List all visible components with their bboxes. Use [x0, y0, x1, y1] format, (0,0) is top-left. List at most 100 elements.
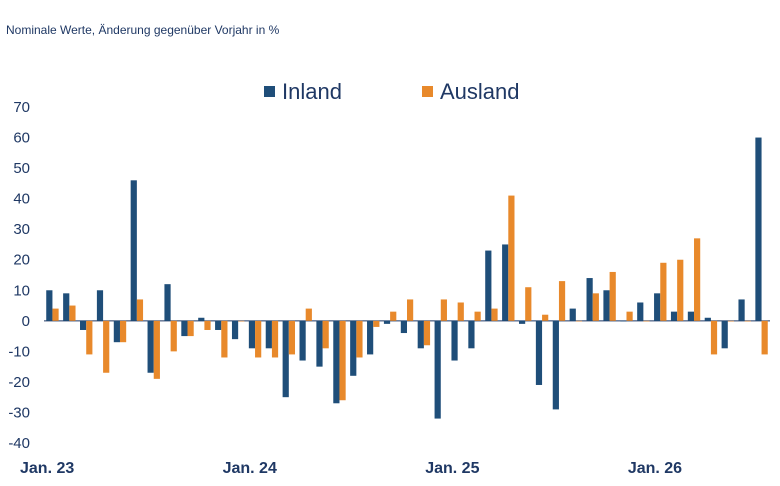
bar-ausland — [271, 320, 279, 358]
bar-inland — [654, 293, 661, 321]
bar-ausland — [423, 320, 431, 346]
bar-inland — [502, 244, 509, 321]
bar-ausland — [677, 259, 684, 321]
bar-inland — [552, 320, 559, 410]
bar-inland — [46, 290, 53, 321]
x-tick-label: Jan. 26 — [628, 460, 682, 477]
bar-inland — [80, 320, 87, 330]
bar-inland — [383, 320, 391, 324]
bar-ausland — [339, 320, 346, 401]
bar-inland — [265, 320, 272, 349]
bar-ausland — [474, 311, 481, 321]
y-tick-label: 30 — [13, 221, 30, 238]
bar-ausland — [255, 320, 262, 358]
y-tick-label: 60 — [13, 130, 30, 147]
bar-ausland — [542, 314, 549, 321]
bar-ausland — [643, 320, 650, 322]
bar-inland — [535, 320, 543, 385]
bar-ausland — [390, 311, 397, 321]
y-tick-label: -20 — [8, 374, 30, 391]
bar-inland — [485, 250, 492, 321]
y-tick-label: 40 — [13, 191, 30, 208]
bar-inland — [63, 293, 70, 321]
y-tick-label: 10 — [13, 282, 30, 299]
bar-ausland — [238, 320, 245, 322]
y-axis: -40 -30 -20 -10 0 10 20 30 40 50 60 70 — [8, 99, 30, 452]
x-tick-label: Jan. 23 — [20, 460, 74, 477]
bar-inland — [299, 320, 306, 361]
bar-inland — [164, 284, 171, 321]
legend-label-inland: Inland — [282, 79, 342, 104]
bars — [46, 137, 768, 419]
bar-inland — [400, 320, 407, 334]
bar-ausland — [457, 302, 464, 321]
bar-inland — [434, 320, 441, 419]
bar-ausland — [525, 287, 532, 321]
legend: Inland Ausland — [264, 79, 520, 104]
bar-inland — [451, 320, 458, 361]
bar-ausland — [744, 320, 751, 322]
bar-ausland — [69, 305, 76, 321]
bar-ausland — [288, 320, 296, 355]
bar-ausland — [407, 299, 414, 321]
bar-inland — [248, 320, 256, 349]
bar-inland — [670, 311, 678, 321]
bar-ausland — [575, 320, 583, 322]
bar-inland — [738, 299, 745, 321]
bar-inland — [704, 317, 711, 321]
y-tick-label: -30 — [8, 404, 30, 421]
bar-ausland — [221, 320, 228, 358]
bar-ausland — [609, 271, 616, 321]
bar-inland — [198, 317, 205, 321]
bar-ausland — [52, 308, 59, 321]
y-tick-label: -40 — [8, 435, 30, 452]
bar-inland — [350, 320, 357, 376]
bar-inland — [586, 278, 593, 321]
bar-ausland — [204, 320, 211, 330]
bar-inland — [468, 320, 475, 349]
bar-ausland — [626, 311, 633, 321]
bar-ausland — [491, 308, 498, 321]
bar-inland — [215, 320, 222, 330]
bar-inland — [721, 320, 728, 349]
y-tick-label: -10 — [8, 343, 30, 360]
bar-inland — [113, 320, 120, 343]
bar-inland — [637, 302, 644, 321]
y-tick-label: 0 — [22, 313, 30, 330]
bar-ausland — [356, 320, 363, 358]
bar-ausland — [440, 299, 447, 321]
bar-ausland — [761, 320, 768, 355]
chart-subtitle: Nominale Werte, Änderung gegenüber Vorja… — [6, 23, 280, 37]
y-tick-label: 20 — [13, 252, 30, 269]
bar-inland — [316, 320, 323, 367]
bar-ausland — [187, 320, 194, 337]
bar-ausland — [86, 320, 93, 355]
bar-ausland — [373, 320, 380, 327]
x-tick-label: Jan. 25 — [425, 460, 479, 477]
bar-inland — [231, 320, 239, 340]
bar-ausland — [136, 299, 144, 321]
legend-swatch-inland — [264, 86, 275, 97]
bar-ausland — [660, 262, 667, 321]
bar-ausland — [103, 320, 110, 373]
x-axis: Jan. 23 Jan. 24 Jan. 25 Jan. 26 — [20, 460, 682, 477]
bar-inland — [603, 290, 610, 321]
bar-inland — [620, 320, 627, 322]
bar-ausland — [322, 320, 329, 349]
bar-inland — [518, 320, 526, 324]
bar-inland — [130, 180, 137, 321]
legend-swatch-ausland — [422, 86, 433, 97]
bar-inland — [333, 320, 340, 404]
bar-inland — [417, 320, 424, 349]
bar-inland — [755, 137, 762, 321]
bar-inland — [282, 320, 289, 398]
bar-inland — [367, 320, 374, 355]
bar-ausland — [153, 320, 160, 379]
bar-ausland — [710, 320, 718, 355]
bar-inland — [687, 311, 695, 321]
bar-ausland — [592, 293, 599, 321]
bar-inland — [147, 320, 154, 373]
legend-label-ausland: Ausland — [440, 79, 520, 104]
bar-ausland — [508, 195, 515, 321]
